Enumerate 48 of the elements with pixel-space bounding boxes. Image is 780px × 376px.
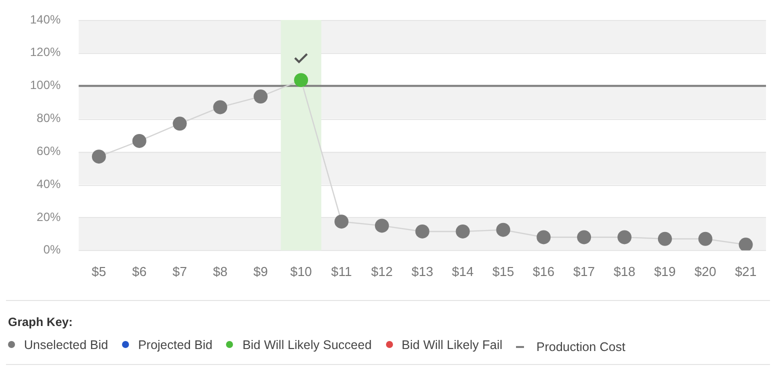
legend-label: Bid Will Likely Succeed — [242, 338, 372, 352]
legend-label: Projected Bid — [138, 338, 212, 352]
x-tick-label: $19 — [654, 264, 676, 279]
point — [536, 230, 551, 244]
point — [334, 214, 348, 229]
point — [92, 150, 106, 164]
legend-title: Graph Key: — [8, 315, 74, 329]
legend-label: Bid Will Likely Fail — [402, 338, 502, 352]
point — [577, 230, 592, 244]
point — [254, 90, 268, 104]
point — [132, 134, 146, 148]
x-tick-label: $15 — [492, 264, 514, 279]
y-tick-label: 120% — [30, 45, 62, 60]
point — [496, 222, 510, 237]
x-tick-label: $5 — [92, 264, 106, 279]
x-tick-label: $11 — [331, 264, 352, 279]
y-tick-label: 140% — [30, 12, 62, 26]
point — [698, 232, 712, 246]
y-tick-label: 60% — [36, 144, 62, 158]
point — [456, 224, 470, 238]
point — [374, 218, 389, 233]
y-tick-label: 0% — [43, 242, 62, 257]
y-tick-label: 20% — [36, 210, 62, 224]
legend-label: Production Cost — [536, 340, 626, 354]
x-tick-label: $16 — [532, 264, 554, 279]
x-tick-label: $9 — [253, 264, 268, 279]
x-tick-label: $21 — [734, 264, 757, 279]
x-tick-label: $10 — [290, 264, 312, 279]
point — [738, 238, 753, 250]
x-tick-label: $17 — [573, 264, 595, 279]
point — [415, 224, 430, 238]
x-tick-label: $12 — [371, 264, 393, 279]
point — [213, 100, 228, 114]
x-tick-label: $18 — [614, 264, 636, 279]
legend-label: Unselected Bid — [24, 338, 108, 352]
point — [294, 73, 308, 88]
x-tick-label: $8 — [212, 264, 228, 279]
x-tick-label: $14 — [452, 264, 474, 279]
x-tick-label: $13 — [411, 264, 434, 279]
point — [172, 116, 187, 131]
y-tick-label: 100% — [30, 78, 62, 92]
x-tick-label: $7 — [172, 264, 187, 279]
x-tick-label: $20 — [694, 264, 716, 279]
point — [658, 232, 672, 246]
x-tick-label: $6 — [132, 264, 147, 279]
y-tick-label: 80% — [36, 111, 62, 126]
point — [617, 230, 632, 244]
y-tick-label: 40% — [36, 176, 62, 191]
